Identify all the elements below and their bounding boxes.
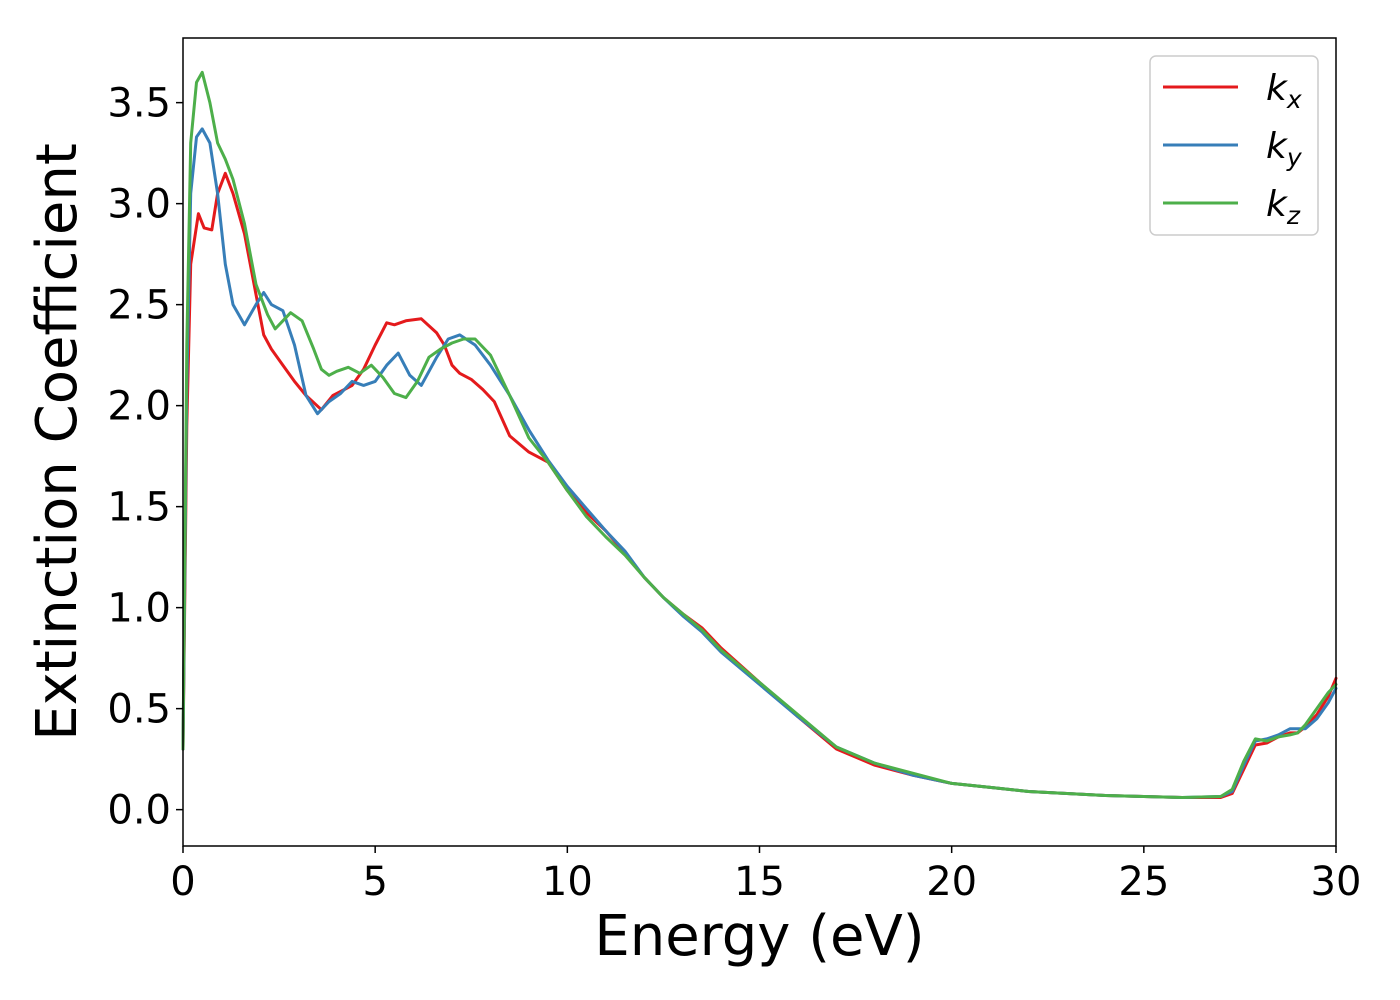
y-axis: 0.0 0.5 1.0 1.5 2.0 2.5 3.0 3.5 <box>107 81 183 834</box>
x-tick-label: 30 <box>1311 859 1362 905</box>
legend-label-ky: ky <box>1266 126 1303 172</box>
y-tick-label: 2.5 <box>107 283 171 329</box>
y-tick-label: 2.0 <box>107 384 171 430</box>
x-tick-label: 5 <box>362 859 387 905</box>
legend-label-kx: kx <box>1266 68 1302 114</box>
legend-label-main: k <box>1266 126 1289 167</box>
x-tick-label: 10 <box>542 859 593 905</box>
y-tick-label: 3.0 <box>107 182 171 228</box>
legend-label-main: k <box>1266 184 1289 225</box>
y-tick-label: 0.0 <box>107 788 171 834</box>
x-tick-label: 25 <box>1118 859 1169 905</box>
y-axis-title: Extinction Coefficient <box>25 143 90 741</box>
legend-label-kz: kz <box>1266 184 1301 230</box>
y-tick-label: 1.5 <box>107 485 171 531</box>
x-tick-label: 15 <box>734 859 785 905</box>
legend-label-subscript: z <box>1286 201 1301 230</box>
y-tick-label: 3.5 <box>107 81 171 127</box>
x-axis: 0 5 10 15 20 25 30 <box>170 846 1361 905</box>
x-axis-title: Energy (eV) <box>594 904 924 969</box>
series-line-kz <box>181 70 1338 799</box>
y-tick-label: 0.5 <box>107 687 171 733</box>
legend-label-main: k <box>1266 68 1289 109</box>
legend-label-subscript: x <box>1286 85 1302 114</box>
y-tick-label: 1.0 <box>107 586 171 632</box>
x-tick-label: 20 <box>926 859 977 905</box>
x-tick-label: 0 <box>170 859 195 905</box>
series-layer <box>181 70 1338 799</box>
series-line-kx <box>181 171 1338 799</box>
legend-label-subscript: y <box>1286 143 1303 172</box>
